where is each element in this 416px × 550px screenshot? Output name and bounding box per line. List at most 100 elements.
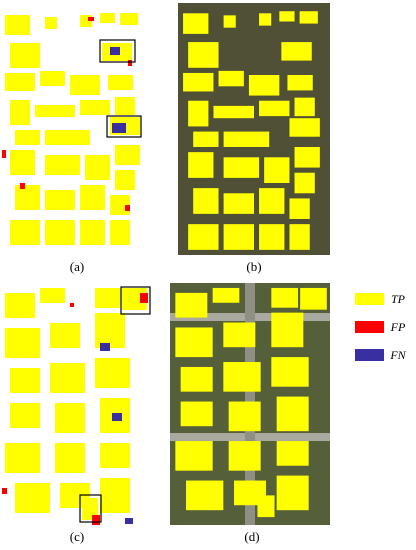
highlight-box — [79, 494, 102, 523]
building — [294, 97, 315, 117]
building — [228, 441, 261, 471]
building — [289, 118, 320, 137]
error-region — [110, 47, 120, 55]
error-region — [20, 183, 25, 189]
panel-label: (d) — [244, 529, 259, 544]
building — [193, 131, 219, 147]
building — [35, 105, 75, 117]
building — [180, 366, 213, 392]
building — [271, 312, 304, 348]
building — [186, 480, 224, 511]
building — [259, 100, 290, 117]
building — [281, 42, 312, 61]
building — [223, 157, 260, 178]
building — [55, 403, 85, 433]
error-region — [92, 515, 100, 525]
building — [5, 293, 35, 318]
building — [45, 190, 75, 210]
building — [100, 13, 115, 23]
legend-swatch — [355, 293, 384, 305]
building — [223, 224, 254, 250]
panel-c-image — [2, 288, 148, 525]
building — [276, 441, 309, 466]
building — [85, 155, 110, 180]
legend-label: FP — [390, 320, 406, 334]
building — [50, 363, 85, 393]
error-region — [125, 518, 133, 524]
building — [223, 193, 254, 214]
building — [248, 75, 280, 96]
building — [95, 313, 125, 348]
building — [180, 401, 213, 427]
error-region — [88, 17, 94, 21]
building — [183, 72, 214, 92]
building — [10, 403, 40, 428]
building — [299, 11, 318, 24]
building — [188, 152, 214, 178]
legend-swatch — [355, 349, 384, 361]
panel-a-image — [2, 13, 140, 245]
building — [276, 396, 309, 432]
building — [259, 13, 272, 26]
panel-label: (a) — [70, 259, 84, 274]
building — [115, 170, 135, 190]
error-region — [140, 293, 148, 303]
building — [259, 224, 285, 250]
building — [80, 185, 105, 210]
building — [5, 73, 35, 91]
building — [300, 287, 327, 310]
building — [188, 42, 219, 68]
building — [289, 198, 310, 219]
building — [271, 357, 309, 387]
error-region — [2, 150, 6, 158]
building — [50, 323, 80, 348]
building — [223, 15, 236, 28]
building — [100, 443, 130, 468]
building — [80, 100, 110, 115]
building — [10, 100, 30, 125]
error-region — [70, 303, 74, 307]
building — [212, 287, 240, 303]
legend-swatch — [355, 321, 384, 333]
building — [55, 443, 85, 473]
error-region — [125, 205, 130, 211]
building — [115, 145, 140, 165]
building — [259, 188, 285, 214]
building — [45, 17, 57, 29]
highlight-box — [99, 39, 136, 63]
building — [10, 43, 40, 68]
building — [40, 288, 65, 303]
building — [279, 11, 295, 22]
building — [257, 495, 275, 518]
building — [40, 71, 65, 86]
building — [175, 441, 213, 471]
building — [45, 155, 80, 175]
building — [223, 131, 270, 147]
building — [10, 368, 40, 393]
building — [95, 288, 120, 308]
building — [45, 130, 90, 145]
building — [110, 220, 130, 245]
highlight-box — [120, 286, 151, 315]
building — [45, 220, 75, 245]
building — [223, 362, 261, 392]
building — [15, 130, 40, 145]
building — [276, 475, 309, 511]
building — [289, 224, 310, 250]
legend-label: TP — [391, 292, 406, 306]
panel-label: (b) — [246, 259, 261, 274]
error-region — [112, 123, 126, 133]
building — [5, 15, 30, 35]
building — [15, 185, 40, 210]
building — [100, 478, 130, 513]
building — [120, 13, 138, 25]
legend-label: FN — [389, 348, 406, 362]
building — [5, 443, 40, 473]
building — [294, 172, 315, 194]
building — [183, 13, 209, 34]
building — [193, 188, 219, 214]
building — [223, 322, 256, 348]
error-region — [2, 488, 7, 494]
panel-b-image — [178, 3, 330, 255]
